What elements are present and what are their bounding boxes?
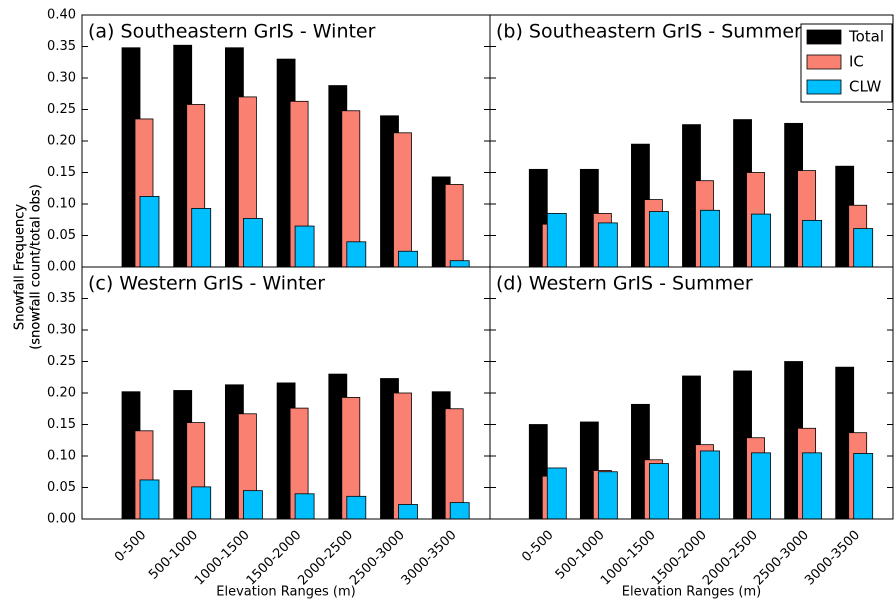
bar [802, 219, 823, 268]
bar [242, 490, 263, 520]
panel-title: (d) Western GrIS - Summer [496, 273, 753, 295]
bar [449, 502, 470, 520]
x-tick-label: 0-500 [112, 528, 149, 565]
x-tick-label: 2000-2500 [295, 528, 356, 589]
bar [649, 211, 669, 268]
bar [139, 479, 160, 520]
bar [294, 493, 315, 520]
panel-title: (b) Southeastern GrIS - Summer [496, 21, 802, 43]
bar [700, 450, 720, 520]
legend-swatch [806, 79, 842, 95]
legend-label: CLW [849, 78, 881, 96]
legend-swatch [806, 54, 842, 70]
bar [191, 208, 212, 268]
bar [751, 452, 771, 520]
x-tick-label: 500-1000 [146, 528, 201, 583]
bar [398, 504, 418, 520]
bar [191, 486, 212, 520]
bar [853, 453, 874, 520]
y-tick-label: 0.10 [47, 449, 76, 464]
x-tick-label: 1000-1500 [192, 528, 253, 589]
legend-label: Total [848, 28, 884, 46]
bar [393, 132, 412, 268]
bar [700, 209, 720, 268]
y-axis-label: (snowfall count/total obs) [29, 184, 44, 350]
bar [649, 463, 669, 520]
y-tick-label: 0.40 [47, 8, 76, 23]
y-tick-label: 0.15 [47, 165, 76, 180]
bar [393, 392, 412, 520]
y-tick-label: 0.20 [47, 134, 76, 149]
bar [802, 452, 823, 520]
bar [546, 467, 567, 520]
y-tick-label: 0.30 [47, 71, 76, 86]
x-axis-label: Elevation Ranges (m) [622, 585, 761, 600]
y-tick-label: 0.10 [47, 197, 76, 212]
y-axis-label: Snowfall Frequency [13, 204, 28, 330]
x-tick-label: 3000-3500 [399, 528, 460, 589]
y-tick-label: 0.25 [47, 102, 76, 117]
y-tick-label: 0.05 [47, 480, 76, 495]
bar [853, 228, 874, 268]
x-tick-label: 3000-3500 [802, 528, 863, 589]
y-tick-label: 0.35 [47, 291, 76, 306]
x-tick-label: 2500-3000 [347, 528, 408, 589]
y-tick-label: 0.15 [47, 417, 76, 432]
y-tick-label: 0.00 [47, 512, 76, 527]
bar [444, 184, 464, 268]
bar [346, 495, 367, 520]
panel-title: (c) Western GrIS - Winter [88, 273, 325, 295]
y-tick-label: 0.30 [47, 323, 76, 338]
x-tick-label: 0-500 [519, 528, 556, 565]
bar [751, 213, 771, 268]
bar [546, 213, 567, 268]
y-tick-label: 0.25 [47, 354, 76, 369]
y-tick-label: 0.00 [47, 260, 76, 275]
bar [398, 250, 418, 268]
x-tick-label: 500-1000 [553, 528, 608, 583]
y-tick-label: 0.05 [47, 228, 76, 243]
legend-swatch [806, 29, 842, 45]
panel-title: (a) Southeastern GrIS - Winter [88, 21, 376, 43]
bar [449, 260, 470, 268]
x-tick-label: 1500-2000 [244, 528, 305, 589]
y-tick-label: 0.20 [47, 386, 76, 401]
legend-label: IC [849, 53, 864, 71]
bar [346, 241, 367, 268]
bar [294, 225, 315, 268]
bar [242, 218, 263, 268]
y-tick-label: 0.35 [47, 39, 76, 54]
bar [597, 222, 618, 268]
y-axis-label: Snowfall Frequency [13, 204, 28, 330]
x-axis-label: Elevation Ranges (m) [216, 585, 355, 600]
bar [597, 471, 618, 520]
bar [139, 196, 160, 268]
y-axis-label: (snowfall count/total obs) [29, 184, 44, 350]
